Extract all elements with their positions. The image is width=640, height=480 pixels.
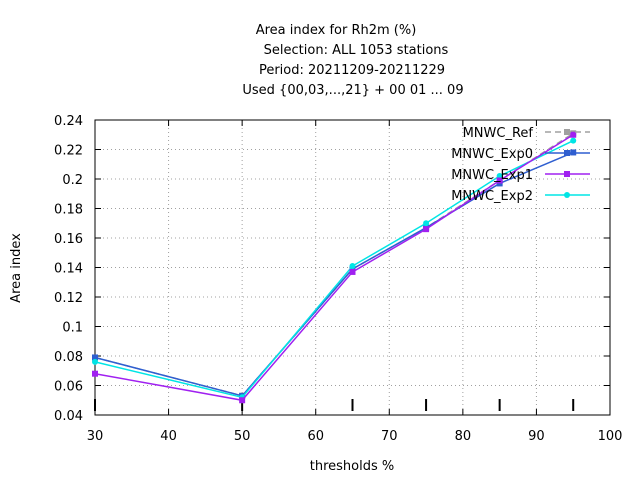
series-line [94, 134, 574, 402]
y-tick-label: 0.18 [54, 203, 83, 218]
series-line [94, 151, 574, 397]
x-tick-label: 40 [160, 429, 177, 444]
series-group [92, 130, 577, 404]
x-axis-label: thresholds % [310, 459, 394, 474]
series-point [423, 220, 430, 227]
series-point [496, 177, 503, 184]
chart-title-line-4: Used {00,03,...,21} + 00 01 ... 09 [242, 83, 463, 98]
y-tick-label: 0.16 [54, 232, 83, 247]
x-tick-label: 80 [455, 429, 472, 444]
x-tick-label: 100 [598, 429, 623, 444]
legend-label: MNWC_Exp0 [451, 147, 533, 162]
y-tick-label: 0.22 [54, 144, 83, 159]
y-tick-label: 0.14 [54, 262, 83, 277]
series-point [423, 226, 430, 233]
y-tick-label: 0.12 [54, 291, 83, 306]
x-tick-label: 50 [234, 429, 251, 444]
legend-label: MNWC_Exp2 [451, 189, 533, 204]
legend-marker [564, 150, 570, 156]
y-tick-label: 0.2 [62, 173, 83, 188]
x-tick-label: 70 [381, 429, 398, 444]
legend-marker [564, 171, 570, 177]
series-point [92, 354, 98, 361]
x-axis: 30 40 50 60 70 80 90 100 [87, 120, 623, 444]
series-point [349, 263, 356, 270]
legend: MNWC_Ref MNWC_Exp0 MNWC_Exp1 MNWC_Exp2 [451, 126, 590, 204]
chart-title-line-1: Area index for Rh2m (%) [256, 23, 417, 38]
x-tick-label: 60 [307, 429, 324, 444]
legend-marker [564, 192, 570, 198]
series-point [570, 131, 577, 138]
series-point [239, 397, 246, 404]
y-tick-label: 0.06 [54, 380, 83, 395]
x-tick-label: 90 [528, 429, 545, 444]
legend-marker [564, 129, 570, 135]
y-tick-label: 0.1 [62, 321, 83, 336]
chart-title-line-3: Period: 20211209-20211229 [259, 63, 445, 78]
series-line [94, 139, 574, 399]
y-axis: 0.04 0.06 0.08 0.1 0.12 0.14 0.16 0.18 0.2 0.22 0.… [54, 114, 610, 424]
y-tick-label: 0.08 [54, 350, 83, 365]
series-point [349, 268, 356, 275]
x-tick-label: 30 [87, 429, 104, 444]
series-point [92, 370, 98, 377]
y-tick-label: 0.24 [54, 114, 83, 129]
legend-label: MNWC_Exp1 [451, 168, 533, 183]
y-tick-label: 0.04 [54, 409, 83, 424]
series-point [570, 137, 577, 144]
chart-title-line-2: Selection: ALL 1053 stations [264, 43, 449, 58]
threshold-marks [94, 399, 575, 411]
series-point [92, 358, 98, 365]
legend-label: MNWC_Ref [463, 126, 534, 141]
y-axis-label: Area index [9, 233, 24, 303]
